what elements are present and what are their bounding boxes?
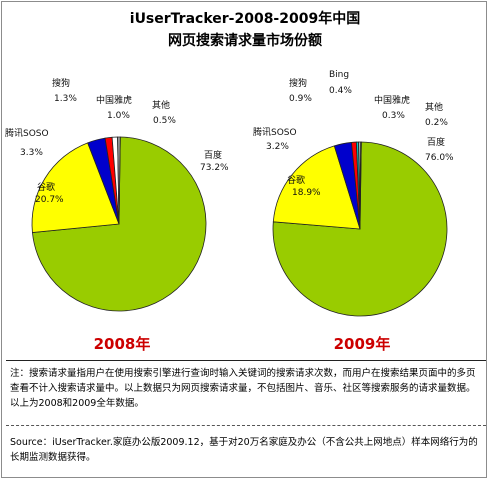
slice-value-label: 76.0% [425, 153, 454, 163]
slice-value-label: 3.3% [20, 148, 43, 158]
year-label: 2008年 [94, 335, 151, 353]
pie-charts: 百度 73.2% 谷歌 20.7% 腾讯SOSO 3.3% 搜狗 1.3% 中国雅虎 1.0% 其他… [5, 70, 454, 353]
note-divider [6, 360, 486, 361]
slice-value-label: 0.9% [289, 94, 312, 104]
slice-name-label: 搜狗 [289, 77, 307, 89]
slice-name-label: 中国雅虎 [374, 94, 410, 106]
slice-value-label: 1.0% [107, 111, 130, 121]
slice-name-label: 谷歌 [287, 174, 305, 186]
slice-value-label: 1.3% [54, 94, 77, 104]
slice-name-label: 腾讯SOSO [5, 127, 49, 139]
slice-value-label: 0.2% [425, 118, 448, 128]
slice-value-label: 73.2% [200, 163, 229, 173]
pie-slice-2008-1 [31, 142, 120, 233]
footnote: 注：搜索请求量指用户在使用搜索引擎进行查询时输入关键词的搜索请求次数，而用户在搜… [10, 368, 476, 409]
slice-name-label: 谷歌 [37, 181, 55, 193]
pie-slice-2009-0 [272, 141, 448, 317]
slice-value-label: 18.9% [292, 188, 321, 198]
chart-title-line1: iUserTracker-2008-2009年中国 [129, 11, 361, 27]
slice-value-label: 0.5% [153, 116, 176, 126]
slice-value-label: 0.3% [382, 111, 405, 121]
slice-name-label: 中国雅虎 [96, 94, 132, 106]
slice-name-label: 其他 [152, 99, 170, 111]
slice-value-label: 20.7% [35, 195, 64, 205]
pie-slice-2008-5 [117, 136, 121, 225]
chart-title-line2: 网页搜索请求量市场份额 [168, 33, 322, 49]
slice-name-label: 百度 [204, 149, 222, 161]
pie-slice-2009-6 [359, 141, 362, 230]
pie-slice-2009-1 [272, 145, 361, 230]
slice-name-label: 搜狗 [52, 77, 70, 89]
year-label: 2009年 [334, 335, 391, 353]
slice-name-label: 腾讯SOSO [253, 126, 297, 138]
slice-value-label: 3.2% [266, 142, 289, 152]
slice-name-label: 其他 [425, 101, 443, 113]
slice-name-label: Bing [329, 70, 349, 80]
source-note: Source：iUserTracker.家庭办公版2009.12，基于对20万名… [10, 437, 478, 463]
slice-name-label: 百度 [427, 136, 445, 148]
source-divider [6, 425, 486, 426]
slice-value-label: 0.4% [329, 86, 352, 96]
